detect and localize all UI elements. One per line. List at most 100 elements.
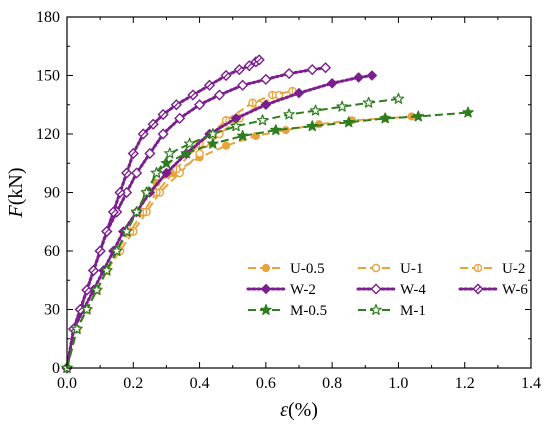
legend-entry-w-2: W-2 [246,282,316,298]
x-tick-label: 1.0 [388,375,408,392]
data-point-w-6 [220,69,232,82]
data-point-m-1 [140,186,153,198]
data-point-w-6 [114,186,126,199]
data-point-m-1 [256,114,269,126]
data-point-w-4 [144,147,156,160]
legend-entry-w-4: W-4 [356,282,426,298]
series-line-m-0-5 [66,111,469,369]
x-axis-label: ε(%) [280,399,318,421]
legend-label-u-2: U-2 [502,261,525,277]
data-point-m-1 [110,245,123,256]
legend-entry-u-1: U-1 [358,261,423,277]
data-point-m-0-5 [379,112,391,124]
data-point-m-1 [392,92,405,104]
series-line-m-1 [66,97,399,369]
series-u-2 [62,86,297,373]
y-tick-label: 150 [36,68,60,85]
data-point-m-1 [101,264,113,276]
legend-entry-u-0-5: U-0.5 [248,261,325,277]
y-tick-label: 120 [36,126,60,143]
data-point-w-4 [193,99,206,111]
data-point-w-6 [157,108,169,121]
data-point-m-1 [207,128,219,139]
x-tick-label: 0.6 [256,375,276,392]
series-layer [61,54,474,374]
legend-label-m-1: M-1 [400,303,426,319]
data-point-w-6 [147,118,159,130]
data-point-m-1 [362,96,375,108]
series-m-1 [61,92,405,373]
data-point-m-0-5 [160,157,173,169]
data-point-u-2 [152,188,161,197]
data-point-w-4 [260,73,272,85]
data-point-m-0-5 [180,147,193,159]
data-point-w-6 [187,89,199,101]
y-axis-label: F(kN) [5,168,27,219]
legend-marker-w-6 [472,283,484,295]
data-point-w-4 [319,62,332,74]
data-point-w-6 [170,99,182,111]
data-point-w-4 [213,89,226,101]
data-point-m-1 [309,104,322,116]
data-point-m-1 [81,303,93,315]
data-point-m-1 [230,120,242,132]
legend-entry-m-1: M-1 [358,303,426,319]
data-point-m-0-5 [462,106,474,118]
series-line-u-1 [66,94,280,369]
data-point-w-6 [243,60,255,72]
data-point-w-6 [81,284,93,296]
data-point-u-2 [248,98,257,108]
legend-marker-u-1 [371,263,381,273]
data-point-w-2 [293,87,305,99]
legend-label-m-0-5: M-0.5 [290,303,327,319]
data-point-u-0-5 [221,141,231,150]
x-tick-label: 1.4 [521,375,541,392]
x-tick-label: 1.2 [455,375,475,392]
x-tick-label: 0.2 [123,375,143,392]
data-point-m-0-5 [306,120,318,132]
data-point-w-2 [260,99,272,111]
y-tick-label: 0 [52,360,60,377]
data-point-w-6 [101,225,113,238]
y-tick-label: 90 [44,185,60,202]
legend-marker-u-2 [473,263,483,273]
x-tick-label: 0.8 [322,375,342,392]
legend-label-u-1: U-1 [400,261,423,277]
legend-label-w-4: W-4 [400,282,426,298]
data-point-w-6 [137,128,149,140]
series-u-0-5 [62,112,416,373]
data-point-w-6 [107,206,119,218]
data-point-w-6 [203,79,216,91]
series-w-4 [61,62,332,374]
y-tick-label: 180 [36,9,60,26]
x-tick-labels: 0.0 0.2 0.4 0.6 0.8 1.0 1.2 1.4 [57,375,541,392]
data-point-m-1 [164,147,176,159]
legend: U-0.5 U-1 U-2 W-2 W-4 W-6 M-0.5 M-1 [246,261,528,319]
x-tick-label: 0.0 [57,375,77,392]
data-point-u-1 [195,149,204,158]
data-point-m-0-5 [207,137,219,149]
data-point-w-4 [157,128,169,140]
data-point-w-2 [366,70,378,81]
data-point-w-2 [326,77,338,89]
legend-entry-w-6: W-6 [458,282,528,298]
series-u-1 [62,90,284,373]
data-point-m-0-5 [412,110,425,122]
data-point-w-6 [87,264,100,277]
data-point-w-4 [306,64,318,76]
y-tick-label: 60 [44,243,60,260]
data-point-u-2 [172,164,181,174]
legend-entry-m-0-5: M-0.5 [248,303,327,319]
legend-marker-m-0-5 [260,304,272,315]
legend-label-w-6: W-6 [502,282,528,298]
data-point-m-1 [150,167,163,178]
legend-marker-u-0-5 [261,263,271,273]
legend-marker-w-4 [370,283,382,295]
x-tick-label: 0.4 [190,375,210,392]
data-point-w-6 [121,167,133,179]
data-point-m-1 [183,137,196,149]
series-m-0-5 [61,106,474,373]
y-tick-label: 30 [44,302,60,319]
data-point-w-2 [353,72,364,83]
